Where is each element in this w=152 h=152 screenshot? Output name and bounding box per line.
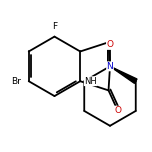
Text: N: N (107, 62, 113, 71)
Text: Br: Br (11, 77, 21, 86)
Polygon shape (110, 66, 137, 83)
Text: NH: NH (84, 77, 97, 86)
Text: F: F (52, 22, 57, 31)
Text: O: O (107, 40, 114, 49)
Text: O: O (114, 106, 121, 115)
